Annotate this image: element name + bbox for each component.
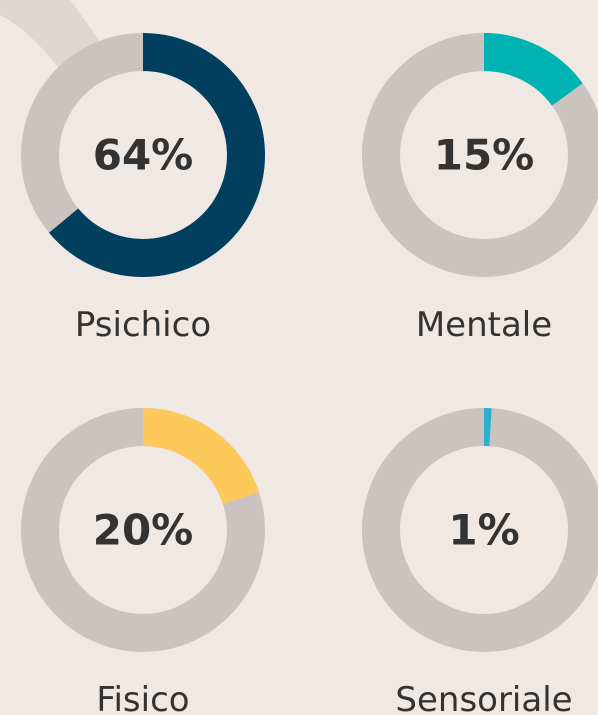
decoration <box>0 0 100 70</box>
category-label: Sensoriale <box>395 680 572 715</box>
donut-segment <box>142 408 260 505</box>
category-label: Fisico <box>96 680 189 715</box>
value-label: 1% <box>448 506 519 555</box>
category-label: Mentale <box>416 305 552 345</box>
donut-segment <box>49 33 265 277</box>
value-label: 15% <box>434 131 535 180</box>
value-label: 64% <box>93 131 194 180</box>
value-label: 20% <box>93 506 194 555</box>
donut-segment <box>483 33 583 107</box>
category-label: Psichico <box>75 305 211 345</box>
